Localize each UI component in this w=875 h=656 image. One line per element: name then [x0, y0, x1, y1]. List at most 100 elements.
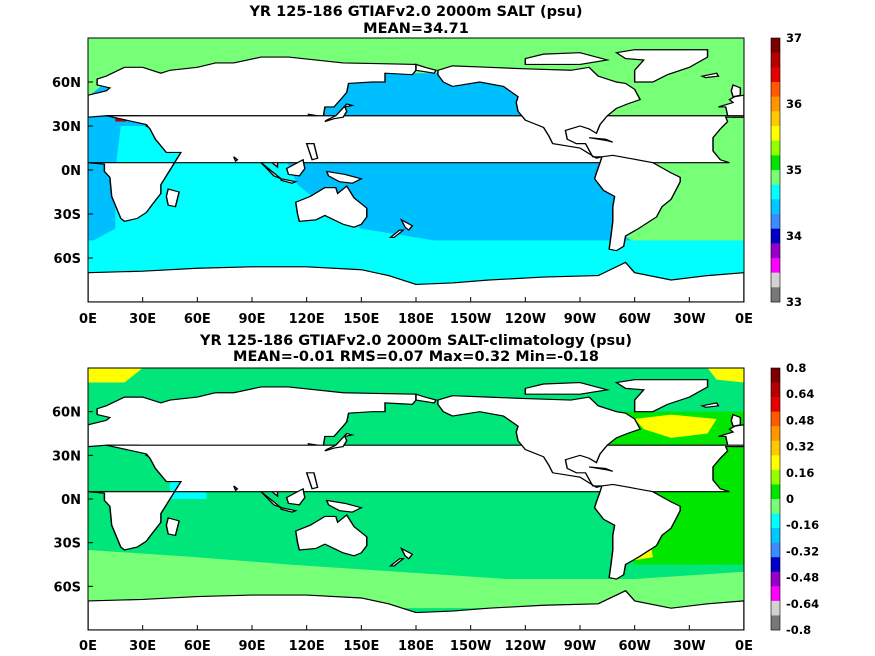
bottom-lon-label: 0E: [735, 639, 753, 654]
top-lon-label: 0E: [735, 312, 753, 327]
top-lon-label: 30E: [129, 312, 156, 327]
top-lon-label: 180E: [398, 312, 434, 327]
top-colorbar-frame: [770, 37, 781, 303]
top-colorbar-label: 33: [786, 295, 802, 309]
bottom-lat-label: 60N: [52, 406, 81, 421]
top-lat-label: 60S: [54, 252, 81, 267]
top-colorbar-swatch: [771, 96, 780, 112]
bottom-colorbar-swatch: [771, 571, 780, 587]
bottom-colorbar-swatch: [771, 411, 780, 427]
top-ocean-southern: [88, 240, 744, 273]
bottom-colorbar-label: 0: [786, 492, 794, 506]
bottom-lat-axis: 60N 30N 0N 30S 60S: [52, 406, 93, 595]
top-colorbar-swatch: [771, 258, 780, 273]
bottom-colorbar-swatch: [771, 499, 780, 514]
bottom-colorbar-swatch: [771, 426, 780, 442]
bottom-colorbar-label: -0.16: [786, 518, 819, 532]
top-lon-label: 120W: [505, 312, 546, 327]
bottom-lon-label: 30E: [129, 639, 156, 654]
top-colorbar-swatch: [771, 287, 780, 303]
bottom-colorbar-label: -0.32: [786, 544, 819, 558]
top-lat-axis: 60N 30N 0N 30S 60S: [52, 76, 93, 267]
top-colorbar-label: 34: [786, 229, 802, 243]
bottom-lat-label: 0N: [61, 493, 81, 508]
top-lon-axis: 0E 30E 60E 90E 120E 150E 180E 150W 120W 90W 60W 30W…: [79, 297, 753, 327]
top-colorbar-swatch: [771, 272, 780, 288]
bottom-lon-label: 150W: [450, 639, 491, 654]
bottom-map: [88, 368, 744, 630]
bottom-lon-label: 60W: [618, 639, 650, 654]
bottom-panel: YR 125-186 GTIAFv2.0 2000m SALT-climatol…: [87, 333, 745, 631]
top-lon-label: 60E: [184, 312, 211, 327]
bottom-colorbar-label: 0.64: [786, 387, 814, 401]
bottom-arctic: [88, 368, 143, 383]
top-colorbar-swatch: [771, 52, 780, 68]
bottom-lon-label: 60E: [184, 639, 211, 654]
bottom-lon-label: 180E: [398, 639, 434, 654]
top-colorbar-swatch: [771, 38, 780, 53]
bottom-colorbar-swatch: [771, 455, 780, 471]
top-lon-label: 0E: [79, 312, 97, 327]
bottom-colorbar-label: 0.16: [786, 466, 814, 480]
bottom-colorbar-swatch: [771, 382, 780, 398]
top-map: [88, 38, 744, 302]
top-lat-label: 30N: [52, 120, 81, 135]
top-colorbar-swatch: [771, 67, 780, 83]
top-lon-label: 30W: [673, 312, 705, 327]
bottom-title: YR 125-186 GTIAFv2.0 2000m SALT-climatol…: [199, 333, 632, 349]
bottom-colorbar-label: 0.32: [786, 440, 814, 454]
top-colorbar-swatch: [771, 243, 780, 259]
bottom-colorbar-swatch: [771, 513, 780, 529]
top-colorbar: 37 36 35 34 33: [770, 31, 802, 309]
bottom-colorbar-swatch: [771, 397, 780, 412]
top-lat-label: 30S: [54, 208, 81, 223]
bottom-lon-label: 120E: [289, 639, 325, 654]
bottom-colorbar-label: -0.64: [786, 597, 819, 611]
top-panel: YR 125-186 GTIAFv2.0 2000m SALT (psu) ME…: [87, 4, 745, 303]
top-colorbar-label: 37: [786, 31, 802, 45]
top-lon-label: 120E: [289, 312, 325, 327]
bottom-colorbar: 0.8 0.64 0.48 0.32 0.16 0 -0.16 -0.32 -0.48 -0.64…: [770, 361, 819, 637]
bottom-colorbar-label: 0.8: [786, 361, 806, 375]
bottom-colorbar-swatch: [771, 528, 780, 543]
bottom-colorbar-swatch: [771, 368, 780, 383]
top-colorbar-swatch: [771, 111, 780, 127]
bottom-atlantic-north: [634, 414, 717, 438]
bottom-colorbar-swatch: [771, 600, 780, 616]
top-mean: MEAN=34.71: [363, 21, 469, 37]
bottom-colorbar-swatch: [771, 615, 780, 631]
bottom-lat-label: 30S: [54, 537, 81, 552]
bottom-colorbar-label: -0.8: [786, 623, 811, 637]
top-colorbar-swatch: [771, 140, 780, 156]
top-lon-label: 150W: [450, 312, 491, 327]
bottom-lon-label: 30W: [673, 639, 705, 654]
top-lat-label: 0N: [61, 164, 81, 179]
top-colorbar-swatch: [771, 228, 780, 244]
bottom-colorbar-swatch: [771, 469, 780, 485]
bottom-colorbar-frame: [770, 367, 781, 631]
top-title: YR 125-186 GTIAFv2.0 2000m SALT (psu): [248, 4, 582, 20]
bottom-lon-label: 90E: [239, 639, 266, 654]
bottom-ocean-southern: [88, 549, 744, 609]
top-colorbar-label: 36: [786, 97, 802, 111]
top-lon-label: 90W: [564, 312, 596, 327]
bottom-colorbar-swatch: [771, 484, 780, 500]
bottom-lat-label: 30N: [52, 449, 81, 464]
bottom-stats: MEAN=-0.01 RMS=0.07 Max=0.32 Min=-0.18: [233, 349, 599, 365]
bottom-colorbar-swatch: [771, 542, 780, 558]
top-lon-label: 60W: [618, 312, 650, 327]
bottom-colorbar-swatch: [771, 557, 780, 573]
top-colorbar-swatch: [771, 126, 780, 141]
top-lon-label: 150E: [343, 312, 379, 327]
bottom-lat-label: 60S: [54, 580, 81, 595]
bottom-lon-label: 120W: [505, 639, 546, 654]
bottom-colorbar-label: 0.48: [786, 413, 814, 427]
top-colorbar-swatch: [771, 199, 780, 215]
top-colorbar-swatch: [771, 82, 780, 97]
bottom-colorbar-swatch: [771, 586, 780, 602]
bottom-colorbar-label: -0.48: [786, 571, 819, 585]
bottom-lon-axis: 0E 30E 60E 90E 120E 150E 180E 150W 120W 90W 60W 30W…: [79, 625, 753, 654]
top-lon-label: 90E: [239, 312, 266, 327]
top-colorbar-swatch: [771, 155, 780, 171]
